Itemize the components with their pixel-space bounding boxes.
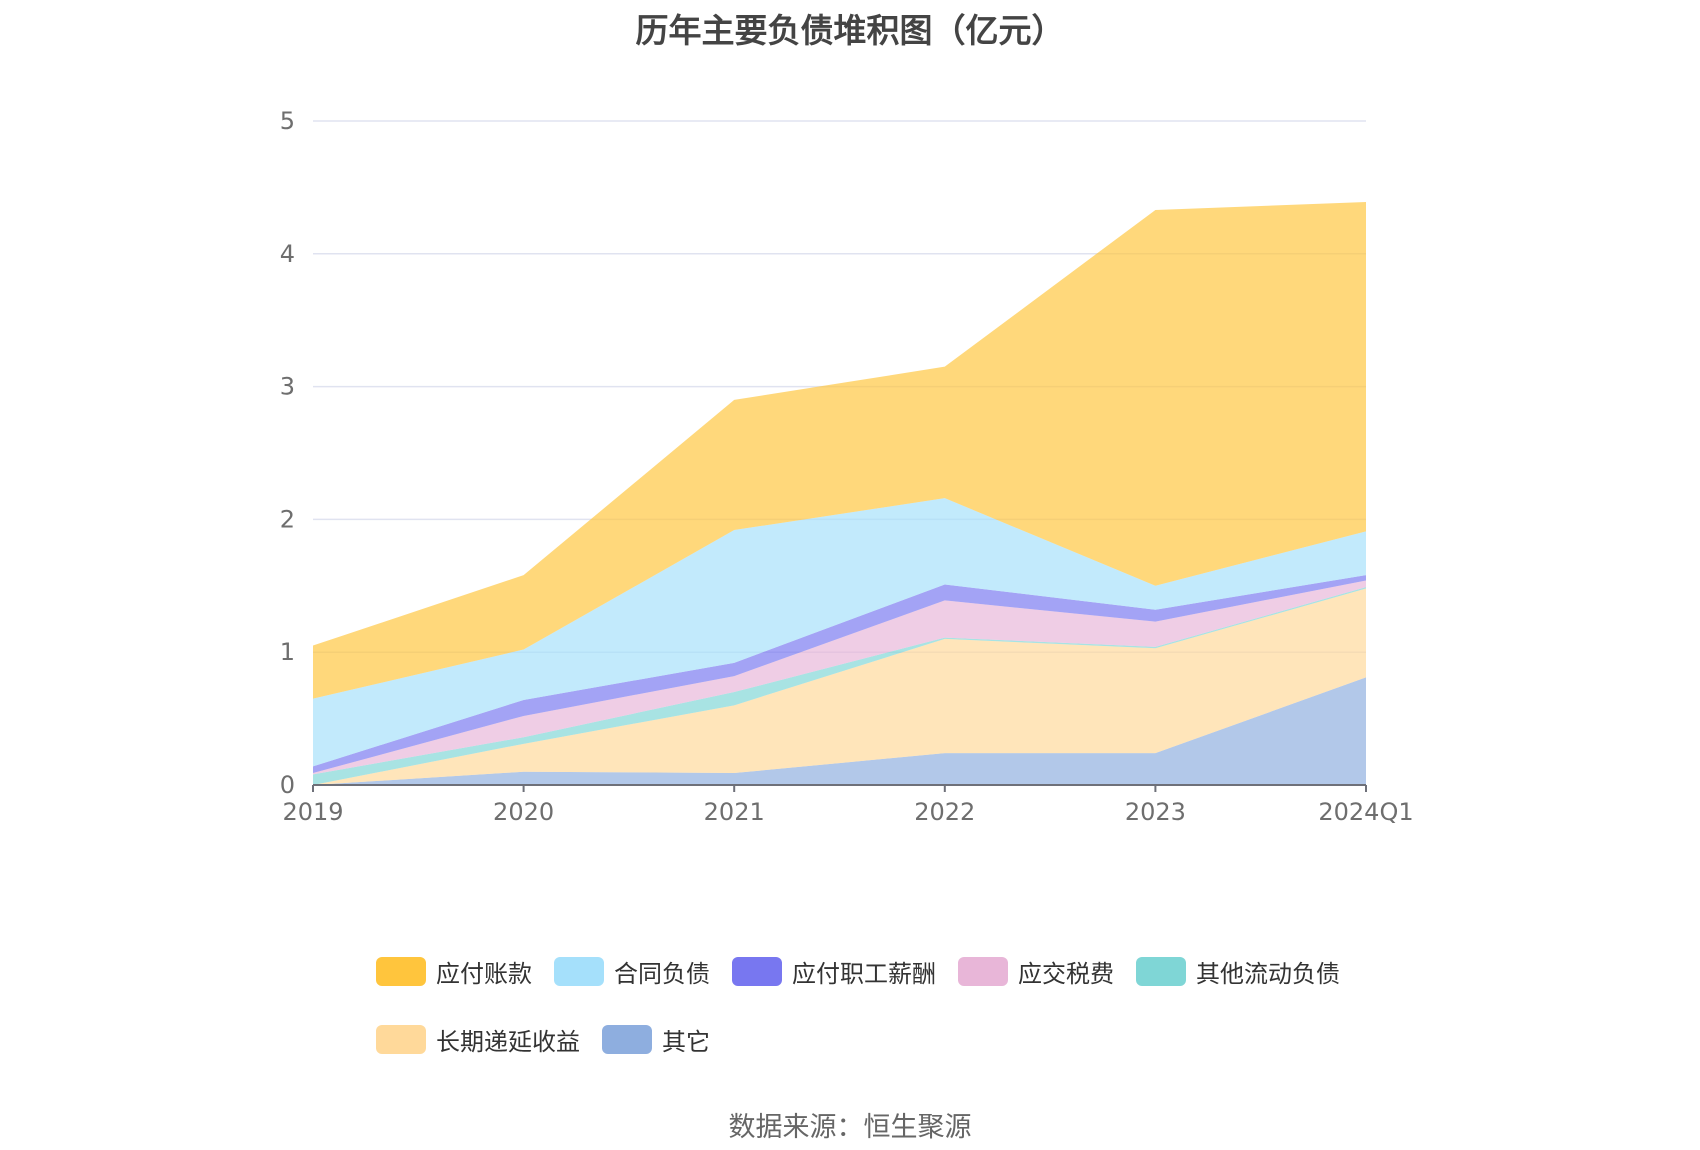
area-series-4[interactable] [313,575,1366,774]
legend-swatch [958,956,1008,986]
legend-item[interactable]: 合同负债 [554,955,710,988]
y-tick-label: 3 [280,373,295,401]
chart-title: 历年主要负债堆积图（亿元） [635,11,1065,50]
area-series-1[interactable] [313,588,1366,785]
legend-swatch [602,1024,652,1054]
legend-label: 应付职工薪酬 [792,959,936,988]
y-tick-label: 4 [280,240,295,268]
x-tick-label: 2022 [914,798,975,826]
legend-item[interactable]: 其它 [602,1023,710,1056]
legend: 应付账款 合同负债 应付职工薪酬 应交税费 其他流动负债长期递延收益 其它 [376,955,1376,1056]
legend-label: 长期递延收益 [436,1027,580,1056]
legend-item[interactable]: 其他流动负债 [1136,955,1340,988]
area-series-5[interactable] [313,498,1366,767]
x-tick-label: 2019 [282,798,343,826]
legend-label: 其它 [662,1027,710,1056]
y-tick-label: 2 [280,505,295,533]
legend-item[interactable]: 长期递延收益 [376,1023,580,1056]
legend-item[interactable]: 应付账款 [376,955,532,988]
x-tick-label: 2024Q1 [1318,798,1413,826]
y-tick-label: 1 [280,638,295,666]
legend-label: 应交税费 [1018,959,1114,988]
legend-swatch [376,956,426,986]
legend-label: 应付账款 [436,959,532,988]
area-series-0[interactable] [313,677,1366,785]
legend-item[interactable]: 应交税费 [958,955,1114,988]
legend-swatch [1136,956,1186,986]
legend-swatch [554,956,604,986]
legend-label: 其他流动负债 [1196,959,1340,988]
y-tick-label: 0 [280,771,295,799]
data-source: 数据来源：恒生聚源 [728,1112,972,1143]
legend-swatch [732,956,782,986]
area-series-6[interactable] [313,202,1366,699]
area-series-3[interactable] [313,580,1366,775]
legend-item[interactable]: 应付职工薪酬 [732,955,936,988]
legend-swatch [376,1024,426,1054]
x-tick-label: 2021 [704,798,765,826]
legend-label: 合同负债 [614,959,710,988]
y-tick-label: 5 [280,107,295,135]
x-tick-label: 2020 [493,798,554,826]
x-tick-label: 2023 [1125,798,1186,826]
